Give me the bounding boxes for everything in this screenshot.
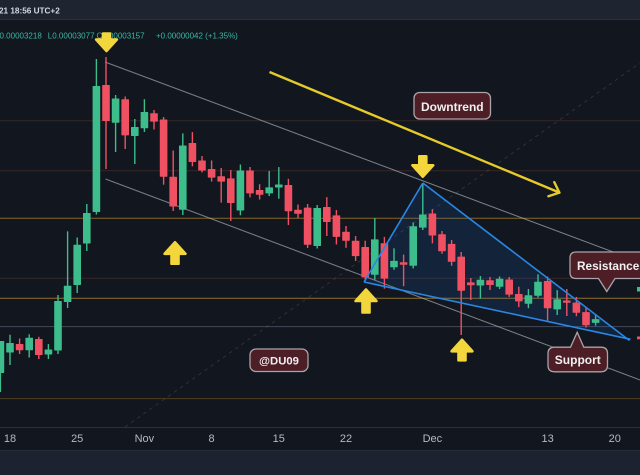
svg-text:21 18:56 UTC+2: 21 18:56 UTC+2: [0, 7, 60, 16]
svg-text:C0.00003157: C0.00003157: [97, 32, 146, 41]
svg-text:Downtrend: Downtrend: [421, 100, 484, 114]
svg-text:Resistance: Resistance: [577, 259, 640, 273]
svg-text:25: 25: [71, 433, 83, 445]
svg-text:8: 8: [209, 433, 215, 445]
svg-text:Dec: Dec: [423, 433, 443, 445]
svg-text:Nov: Nov: [135, 433, 155, 445]
svg-text:L0.00003077: L0.00003077: [48, 32, 95, 41]
svg-text:22: 22: [340, 433, 352, 445]
svg-text:18: 18: [4, 433, 16, 445]
svg-text:20: 20: [609, 433, 621, 445]
svg-text:+0.00000042 (+1.35%): +0.00000042 (+1.35%): [156, 32, 238, 41]
svg-text:@DU09: @DU09: [259, 356, 299, 368]
svg-text:0.00003218: 0.00003218: [0, 32, 42, 41]
svg-text:13: 13: [541, 433, 553, 445]
svg-text:Support: Support: [555, 353, 601, 367]
svg-text:15: 15: [273, 433, 285, 445]
